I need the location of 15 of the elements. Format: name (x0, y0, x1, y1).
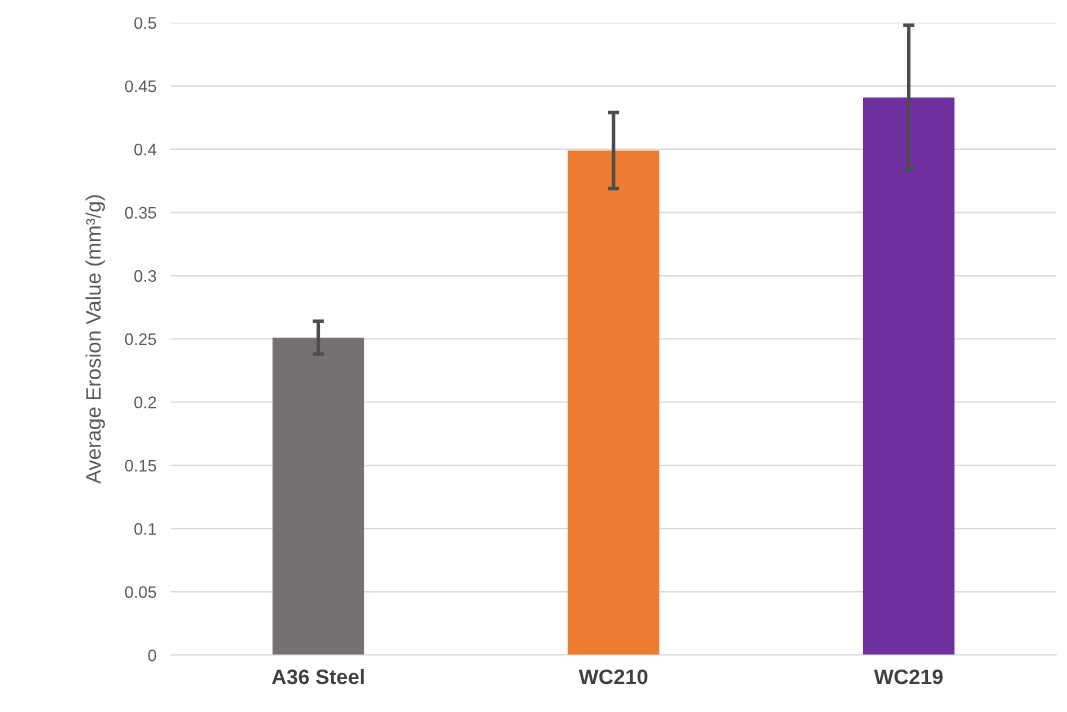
y-tick-label: 0.45 (125, 80, 157, 93)
x-tick-label: WC219 (874, 669, 943, 685)
x-tick-label: A36 Steel (271, 668, 364, 685)
y-tick-label: 0.15 (125, 459, 157, 472)
y-tick-label: 0.1 (134, 522, 157, 535)
y-tick-label: 0.35 (125, 206, 157, 219)
x-tick-label: WC210 (578, 669, 648, 685)
y-tick-label: 0.05 (125, 586, 157, 599)
y-tick-label: 0 (148, 649, 157, 662)
y-tick-label: 0.2 (134, 396, 156, 409)
y-axis-title: Average Erosion Value (mm³/g) (85, 195, 105, 484)
y-tick-label: 0.5 (134, 17, 157, 29)
y-tick-label: 0.25 (125, 333, 157, 346)
y-tick-label: 0.3 (134, 270, 157, 282)
y-tick-label: 0.4 (134, 143, 157, 156)
